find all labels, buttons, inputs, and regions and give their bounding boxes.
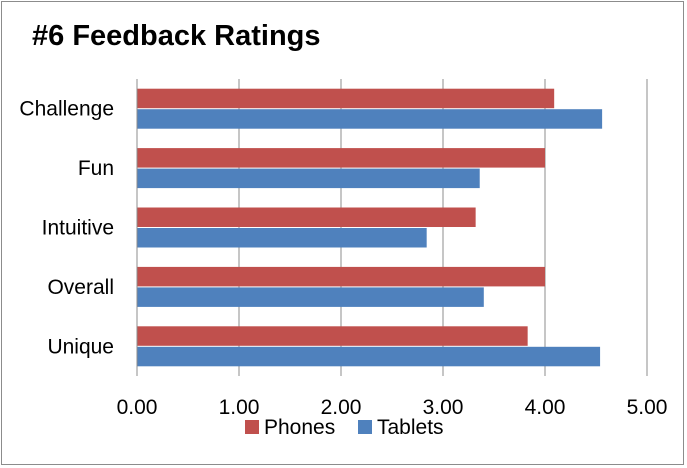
x-tick-label: 2.00 (321, 396, 362, 419)
x-tick-label: 4.00 (525, 396, 566, 419)
legend-label-phones: Phones (264, 416, 335, 439)
bar-phones-intuitive (137, 207, 476, 227)
bar-phones-unique (137, 326, 528, 346)
category-label: Overall (47, 276, 114, 299)
category-labels: Challenge Fun Intuitive Overall Unique (19, 98, 114, 359)
bar-phones-overall (137, 266, 545, 287)
bar-tablets-unique (137, 346, 601, 367)
legend-label-tablets: Tablets (377, 416, 444, 439)
chart-title: #6 Feedback Ratings (32, 20, 321, 52)
category-label: Fun (78, 157, 114, 180)
x-tick-labels: 0.00 1.00 2.00 3.00 4.00 5.00 (117, 396, 668, 419)
x-tick-label: 1.00 (219, 396, 260, 419)
bar-tablets-fun (137, 168, 480, 189)
bar-phones-challenge (137, 88, 555, 109)
bars (137, 88, 603, 367)
bar-phones-fun (137, 148, 545, 168)
legend-swatch-phones (245, 420, 259, 434)
x-tick-label: 5.00 (627, 396, 668, 419)
bar-tablets-challenge (137, 109, 603, 129)
x-tick-label: 3.00 (423, 396, 464, 419)
category-label: Intuitive (42, 217, 114, 240)
category-label: Unique (47, 335, 114, 358)
category-label: Challenge (19, 98, 114, 121)
bar-tablets-intuitive (137, 228, 427, 248)
legend: Phones Tablets (245, 416, 444, 439)
x-tick-label: 0.00 (117, 396, 158, 419)
bar-tablets-overall (137, 287, 484, 307)
legend-swatch-tablets (358, 420, 372, 434)
